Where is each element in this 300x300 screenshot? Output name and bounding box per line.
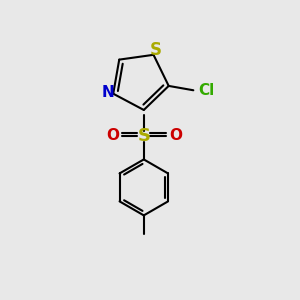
Text: O: O [169,128,182,143]
Text: S: S [150,40,162,58]
Text: N: N [102,85,114,100]
Text: S: S [137,127,150,145]
Text: Cl: Cl [199,83,215,98]
Text: O: O [106,128,119,143]
